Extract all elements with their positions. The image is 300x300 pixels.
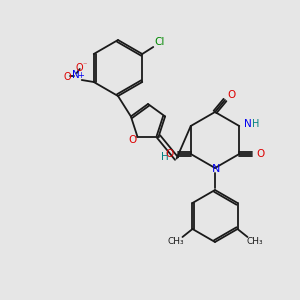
Text: CH₃: CH₃ — [246, 238, 263, 247]
Text: ⁻: ⁻ — [82, 61, 87, 70]
Text: Cl: Cl — [154, 37, 164, 47]
Text: N: N — [72, 70, 80, 80]
Text: O: O — [64, 72, 72, 82]
Text: N: N — [244, 119, 252, 129]
Text: H: H — [161, 152, 169, 162]
Text: H: H — [252, 119, 259, 129]
Text: O: O — [256, 149, 264, 159]
Text: N: N — [212, 164, 220, 174]
Text: O: O — [166, 149, 174, 159]
Text: CH₃: CH₃ — [167, 238, 184, 247]
Text: O: O — [227, 90, 235, 100]
Text: O: O — [128, 135, 136, 145]
Text: +: + — [77, 70, 84, 80]
Text: O: O — [76, 63, 84, 73]
